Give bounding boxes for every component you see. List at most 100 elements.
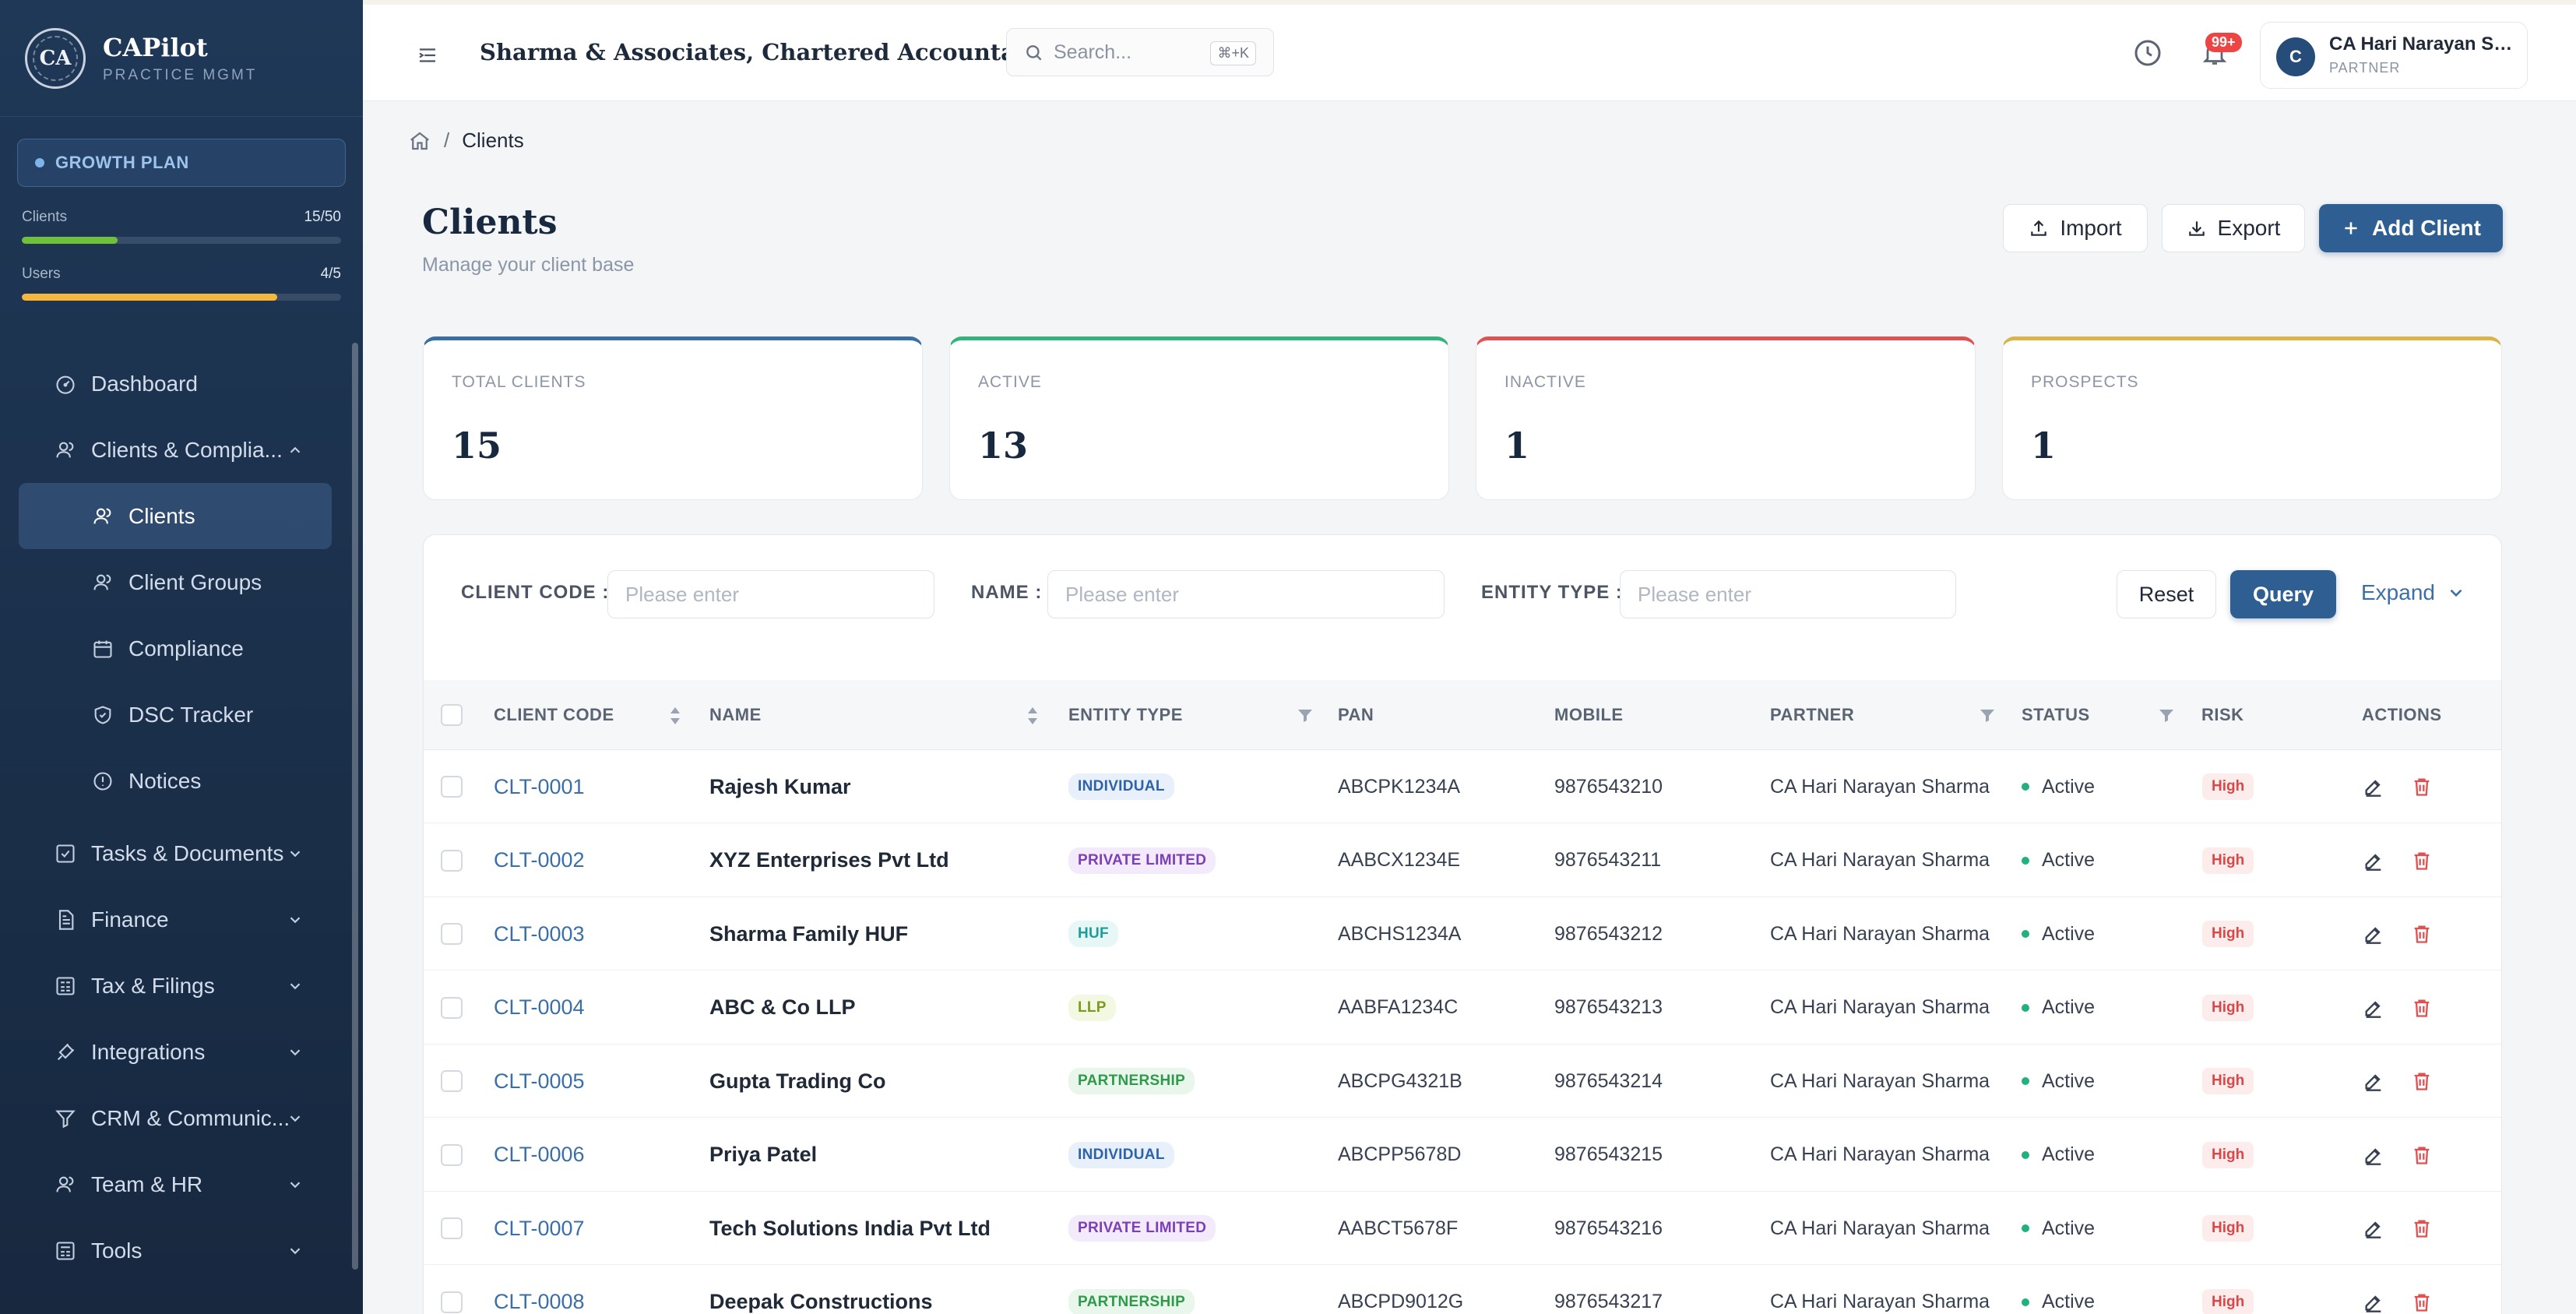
- column-name[interactable]: NAME: [709, 705, 762, 724]
- delete-icon[interactable]: [2411, 850, 2433, 872]
- pan-cell: ABCPK1234A: [1338, 775, 1461, 798]
- query-button[interactable]: Query: [2230, 570, 2336, 618]
- edit-icon[interactable]: [2363, 1144, 2384, 1166]
- row-checkbox[interactable]: [441, 923, 463, 945]
- row-checkbox[interactable]: [441, 1070, 463, 1092]
- sidebar-item-dashboard[interactable]: Dashboard: [0, 351, 350, 417]
- pan-cell: ABCPP5678D: [1338, 1143, 1462, 1165]
- row-checkbox[interactable]: [441, 996, 463, 1019]
- delete-icon[interactable]: [2411, 1217, 2433, 1239]
- menu-toggle-icon[interactable]: [416, 44, 439, 67]
- delete-icon[interactable]: [2411, 997, 2433, 1019]
- sidebar-item-crm[interactable]: CRM & Communic...: [0, 1085, 350, 1151]
- home-icon[interactable]: [408, 129, 431, 153]
- table-row[interactable]: CLT-0003 Sharma Family HUF HUF ABCHS1234…: [424, 897, 2501, 971]
- edit-icon[interactable]: [2363, 776, 2384, 798]
- sidebar: CA CAPilot PRACTICE MGMT GROWTH PLAN Cli…: [0, 0, 363, 1314]
- sidebar-item-finance[interactable]: Finance: [0, 886, 350, 953]
- table-row[interactable]: CLT-0008 Deepak Constructions PARTNERSHI…: [424, 1266, 2501, 1314]
- client-code-link[interactable]: CLT-0001: [494, 774, 585, 798]
- pan-cell: AABCX1234E: [1338, 849, 1461, 871]
- table-row[interactable]: CLT-0002 XYZ Enterprises Pvt Ltd PRIVATE…: [424, 824, 2501, 897]
- export-button[interactable]: Export: [2162, 204, 2305, 252]
- partner-cell: CA Hari Narayan Sharma: [1770, 849, 1990, 871]
- sort-icon[interactable]: [667, 705, 683, 727]
- edit-icon[interactable]: [2363, 923, 2384, 945]
- select-all-checkbox[interactable]: [441, 704, 463, 726]
- sidebar-item-notices[interactable]: Notices: [0, 748, 350, 814]
- entity-type-badge: LLP: [1068, 994, 1116, 1021]
- filter-icon[interactable]: [1296, 706, 1314, 725]
- client-name: Priya Patel: [709, 1143, 818, 1166]
- sidebar-item-tools[interactable]: Tools: [0, 1217, 350, 1284]
- edit-icon[interactable]: [2363, 1291, 2384, 1313]
- mobile-cell: 9876543217: [1554, 1291, 1663, 1312]
- row-checkbox[interactable]: [441, 849, 463, 872]
- name-input[interactable]: [1047, 570, 1445, 618]
- row-checkbox[interactable]: [441, 1291, 463, 1313]
- entity-type-input[interactable]: [1620, 570, 1956, 618]
- sidebar-item-compliance[interactable]: Compliance: [0, 615, 350, 682]
- table-row[interactable]: CLT-0005 Gupta Trading Co PARTNERSHIP AB…: [424, 1045, 2501, 1118]
- clock-icon[interactable]: [2132, 37, 2163, 69]
- column-entity-type[interactable]: ENTITY TYPE: [1068, 705, 1183, 724]
- row-checkbox[interactable]: [441, 1217, 463, 1239]
- sidebar-item-clients[interactable]: Clients: [19, 483, 332, 549]
- client-code-link[interactable]: CLT-0005: [494, 1069, 585, 1093]
- table-row[interactable]: CLT-0004 ABC & Co LLP LLP AABFA1234C 987…: [424, 971, 2501, 1045]
- search-input[interactable]: Search... ⌘+K: [1006, 28, 1274, 76]
- pan-cell: ABCPD9012G: [1338, 1291, 1464, 1312]
- row-checkbox[interactable]: [441, 1143, 463, 1166]
- chevron-down-icon: [290, 1181, 301, 1188]
- sidebar-item-client-groups[interactable]: Client Groups: [0, 549, 350, 615]
- clients-panel: CLIENT CODE : NAME : ENTITY TYPE : Reset…: [423, 534, 2502, 1314]
- edit-icon[interactable]: [2363, 1070, 2384, 1092]
- table-row[interactable]: CLT-0001 Rajesh Kumar INDIVIDUAL ABCPK12…: [424, 750, 2501, 823]
- users-icon: [56, 442, 74, 457]
- sidebar-item-team-hr[interactable]: Team & HR: [0, 1151, 350, 1217]
- sidebar-item-dsc-tracker[interactable]: DSC Tracker: [0, 682, 350, 748]
- delete-icon[interactable]: [2411, 1070, 2433, 1092]
- column-status[interactable]: STATUS: [2022, 705, 2090, 724]
- sidebar-item-label: Clients & Complia...: [91, 437, 283, 462]
- risk-cell: High: [2202, 824, 2254, 897]
- client-code-link[interactable]: CLT-0004: [494, 995, 585, 1019]
- edit-icon[interactable]: [2363, 1217, 2384, 1239]
- sidebar-item-label: Client Groups: [128, 569, 262, 594]
- client-code-link[interactable]: CLT-0006: [494, 1143, 585, 1166]
- table-row[interactable]: CLT-0006 Priya Patel INDIVIDUAL ABCPP567…: [424, 1118, 2501, 1192]
- sidebar-item-integrations[interactable]: Integrations: [0, 1019, 350, 1085]
- entity-type-badge: PARTNERSHIP: [1068, 1068, 1195, 1094]
- delete-icon[interactable]: [2411, 1291, 2433, 1313]
- user-menu[interactable]: C CA Hari Narayan Sh... PARTNER: [2260, 22, 2528, 89]
- brand[interactable]: CA CAPilot PRACTICE MGMT: [0, 0, 363, 117]
- edit-icon[interactable]: [2363, 997, 2384, 1019]
- sidebar-item-tasks-documents[interactable]: Tasks & Documents: [0, 820, 350, 886]
- sidebar-item-tax-filings[interactable]: Tax & Filings: [0, 953, 350, 1019]
- delete-icon[interactable]: [2411, 776, 2433, 798]
- table-row[interactable]: CLT-0007 Tech Solutions India Pvt Ltd PR…: [424, 1192, 2501, 1265]
- add-client-button[interactable]: Add Client: [2319, 204, 2503, 252]
- column-partner[interactable]: PARTNER: [1770, 705, 1855, 724]
- plan-badge[interactable]: GROWTH PLAN: [17, 139, 346, 187]
- client-code-link[interactable]: CLT-0003: [494, 921, 585, 946]
- delete-icon[interactable]: [2411, 923, 2433, 945]
- expand-toggle[interactable]: Expand: [2361, 580, 2466, 605]
- client-code-link[interactable]: CLT-0007: [494, 1216, 585, 1240]
- filter-icon[interactable]: [2157, 706, 2176, 725]
- row-checkbox[interactable]: [441, 776, 463, 798]
- column-client-code[interactable]: CLIENT CODE: [494, 705, 614, 724]
- client-code-link[interactable]: CLT-0008: [494, 1290, 585, 1313]
- reset-button[interactable]: Reset: [2117, 570, 2216, 618]
- client-code-input[interactable]: [607, 570, 934, 618]
- filter-icon[interactable]: [1978, 706, 1997, 725]
- delete-icon[interactable]: [2411, 1144, 2433, 1166]
- sidebar-item-clients-compliance[interactable]: Clients & Complia...: [0, 417, 350, 483]
- sidebar-scrollbar[interactable]: [352, 343, 358, 1270]
- client-code-link[interactable]: CLT-0002: [494, 848, 585, 872]
- import-label: Import: [2060, 216, 2122, 240]
- mobile-cell: 9876543211: [1554, 849, 1662, 871]
- sort-icon[interactable]: [1025, 705, 1040, 727]
- edit-icon[interactable]: [2363, 850, 2384, 872]
- import-button[interactable]: Import: [2003, 204, 2148, 252]
